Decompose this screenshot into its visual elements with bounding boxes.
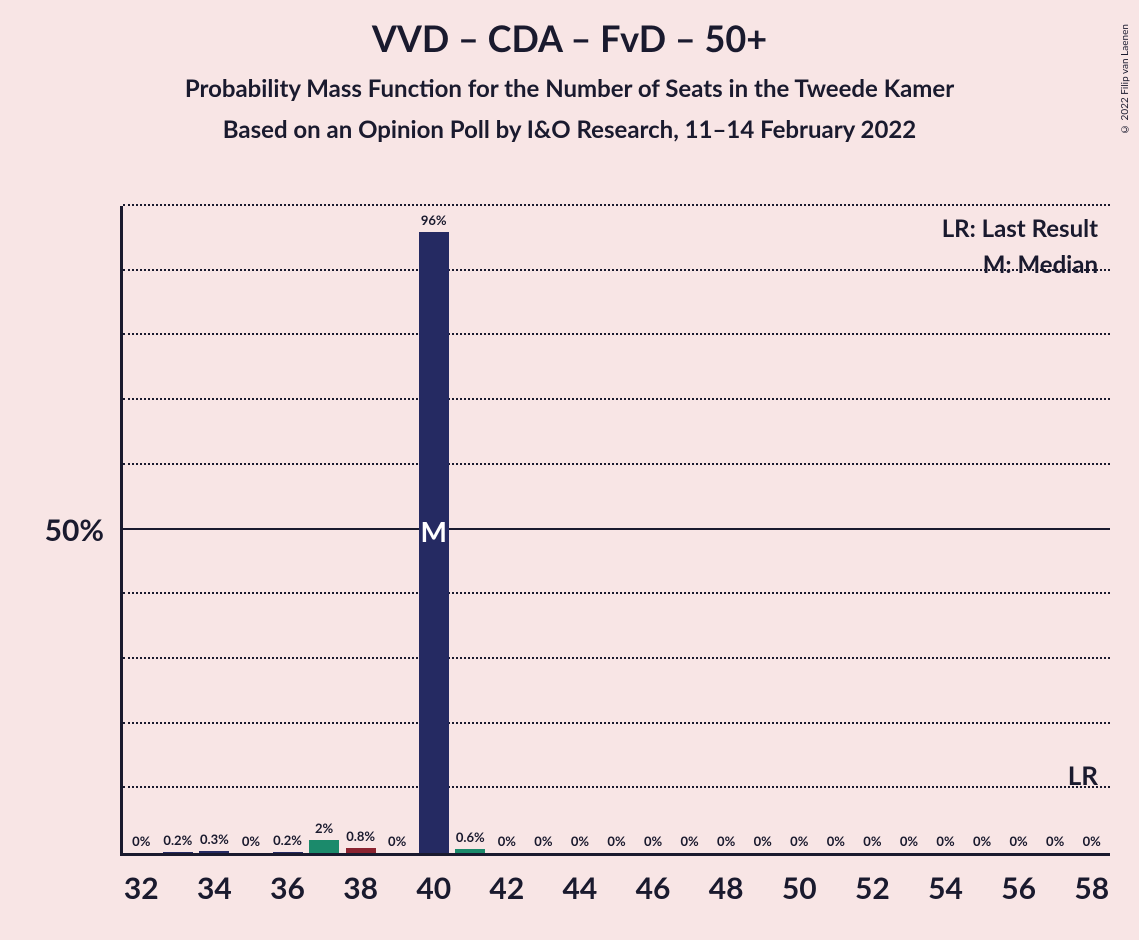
x-axis-tick: 40 (416, 870, 451, 906)
bar-value-label: 0% (242, 833, 260, 849)
x-axis-tick: 38 (343, 870, 378, 906)
bar: 0.2% (163, 852, 193, 853)
chart-subtitle-2: Based on an Opinion Poll by I&O Research… (0, 115, 1139, 144)
chart-subtitle-1: Probability Mass Function for the Number… (0, 74, 1139, 103)
bar-value-label: 2% (315, 820, 333, 836)
bar-value-label: 0.2% (163, 832, 192, 848)
bar-value-label: 0% (571, 833, 589, 849)
bar-value-label: 0% (863, 833, 881, 849)
x-axis-tick: 36 (270, 870, 305, 906)
bar-value-label: 0% (717, 833, 735, 849)
bar-value-label: 0% (498, 833, 516, 849)
bar-value-label: 0% (900, 833, 918, 849)
bar-value-label: 0% (827, 833, 845, 849)
y-axis (120, 206, 123, 856)
bar-value-label: 0% (1010, 833, 1028, 849)
bar-value-label: 0% (534, 833, 552, 849)
lr-marker: LR (1068, 759, 1098, 791)
x-axis-tick: 34 (197, 870, 232, 906)
grid-line-minor (123, 269, 1110, 271)
bar-median: 96%M (419, 232, 449, 853)
x-axis-tick: 32 (124, 870, 159, 906)
bar-value-label: 0% (1046, 833, 1064, 849)
bar-value-label: 0% (973, 833, 991, 849)
x-axis-tick: 44 (563, 870, 598, 906)
bar: 0.6% (455, 849, 485, 853)
bar-value-label: 0% (754, 833, 772, 849)
grid-line-minor (123, 398, 1110, 400)
x-axis-tick: 58 (1074, 870, 1109, 906)
bar-value-label: 0% (681, 833, 699, 849)
x-axis-tick: 52 (855, 870, 890, 906)
bar: 0.2% (273, 852, 303, 853)
bar: 0.8% (346, 848, 376, 853)
x-axis (120, 853, 1110, 856)
bar-value-label: 0% (790, 833, 808, 849)
bar: 0.3% (199, 851, 229, 853)
bar-value-label: 0.8% (346, 828, 375, 844)
x-axis-tick: 56 (1001, 870, 1036, 906)
bar-value-label: 0.2% (273, 832, 302, 848)
x-axis-tick: 50 (782, 870, 817, 906)
grid-line-minor (123, 204, 1110, 206)
x-axis-tick: 42 (489, 870, 524, 906)
bar-value-label: 96% (421, 212, 447, 228)
bar-value-label: 0% (1083, 833, 1101, 849)
chart-title: VVD – CDA – FvD – 50+ (0, 16, 1139, 60)
grid-line-minor (123, 657, 1110, 659)
grid-line-minor (123, 786, 1110, 788)
bar-value-label: 0.6% (456, 829, 485, 845)
grid-line-minor (123, 463, 1110, 465)
pmf-bar-chart: LR: Last Result M: Median 50%32343638404… (120, 206, 1110, 856)
bar-value-label: 0% (132, 833, 150, 849)
legend-m: M: Median (983, 250, 1098, 279)
x-axis-tick: 54 (928, 870, 963, 906)
bar: 2% (309, 840, 339, 853)
legend-lr: LR: Last Result (942, 214, 1098, 243)
bar-value-label: 0.3% (200, 831, 229, 847)
grid-line-major (123, 528, 1110, 530)
median-marker: M (420, 514, 446, 548)
bar-value-label: 0% (644, 833, 662, 849)
bar-value-label: 0% (607, 833, 625, 849)
y-axis-label: 50% (45, 512, 104, 548)
x-axis-tick: 48 (709, 870, 744, 906)
bar-value-label: 0% (388, 833, 406, 849)
bar-value-label: 0% (936, 833, 954, 849)
grid-line-minor (123, 333, 1110, 335)
copyright-text: © 2022 Filip van Laenen (1119, 24, 1131, 135)
x-axis-tick: 46 (636, 870, 671, 906)
grid-line-minor (123, 592, 1110, 594)
grid-line-minor (123, 722, 1110, 724)
